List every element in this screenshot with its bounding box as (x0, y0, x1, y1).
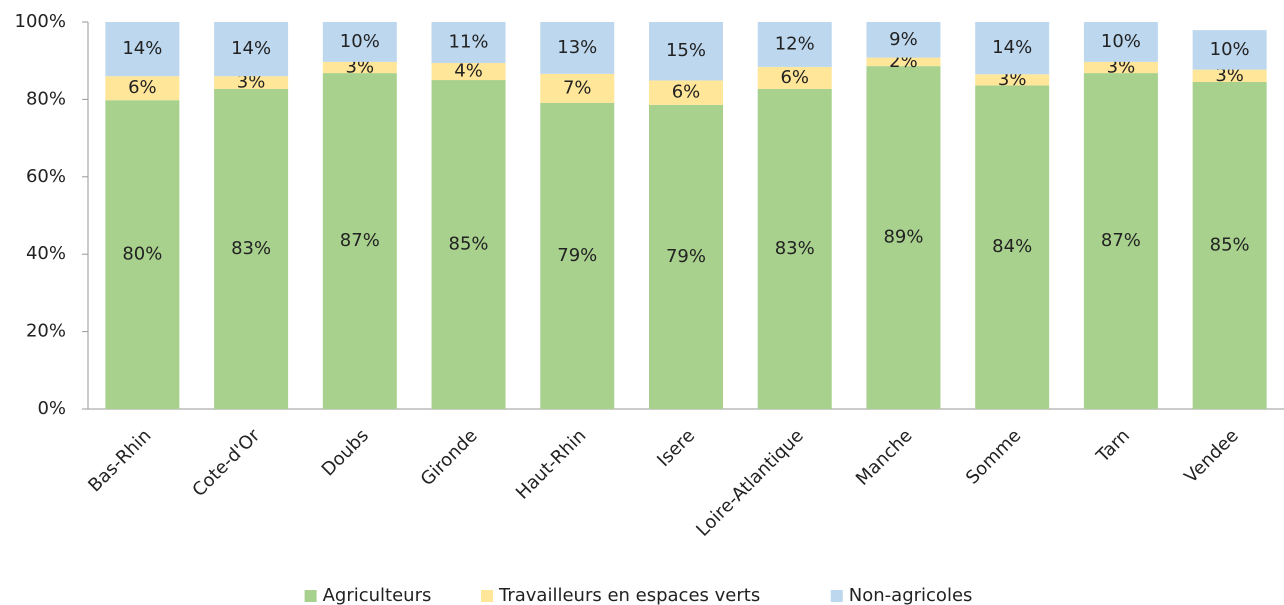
data-label: 87% (1101, 230, 1141, 251)
bar-segment (757, 66, 832, 89)
y-tick-label: 80% (26, 88, 66, 109)
data-label: 3% (1215, 65, 1244, 86)
data-label: 10% (1210, 39, 1250, 60)
bar-segment (866, 66, 941, 410)
data-label: 79% (557, 245, 597, 266)
y-tick-label: 40% (26, 243, 66, 264)
data-label: 83% (775, 238, 815, 259)
data-label: 85% (1210, 234, 1250, 255)
bar-segment (1192, 30, 1267, 70)
data-label: 10% (340, 31, 380, 52)
data-label: 11% (449, 32, 489, 53)
data-label: 89% (883, 227, 923, 248)
x-tick-label: Vendee (1180, 425, 1242, 487)
data-label: 9% (889, 29, 918, 50)
bar-segment (1083, 61, 1158, 74)
data-label: 87% (340, 230, 380, 251)
data-label: 6% (672, 82, 701, 103)
data-label: 13% (557, 37, 597, 58)
bar-segment (322, 22, 397, 62)
bar-segment (649, 22, 723, 81)
bar-segment (757, 22, 832, 67)
bar-segment (866, 22, 941, 58)
x-tick-label: Somme (962, 425, 1025, 488)
x-tick-label: Loire-Atlantique (692, 425, 808, 541)
data-label: 83% (231, 238, 271, 259)
data-label: 4% (454, 61, 483, 82)
bar-segment (1083, 73, 1158, 410)
legend-label: Travailleurs en espaces verts (498, 585, 760, 605)
bar-segment (1192, 69, 1267, 82)
y-tick-label: 20% (26, 321, 66, 342)
x-tick-label: Gironde (417, 425, 482, 490)
bar-segment (214, 76, 289, 89)
x-tick-label: Haut-Rhin (512, 425, 590, 503)
data-label: 14% (231, 38, 271, 59)
data-label: 85% (449, 234, 489, 255)
data-label: 10% (1101, 31, 1141, 52)
bar-segment (975, 22, 1050, 75)
bar-segment (540, 102, 615, 410)
legend-label: Agriculteurs (323, 585, 432, 605)
bar-segment (866, 57, 941, 67)
bar-segment (431, 80, 506, 410)
data-label: 14% (122, 38, 162, 59)
data-label: 3% (237, 72, 266, 93)
data-label: 6% (128, 77, 157, 98)
data-label: 12% (775, 33, 815, 54)
bar-segment (214, 22, 289, 77)
bar-segment (214, 88, 289, 410)
x-tick-label: Doubs (318, 425, 373, 480)
bar-segment (540, 22, 615, 74)
legend-swatch (304, 590, 317, 602)
data-label: 15% (666, 40, 706, 61)
bar-segment (322, 61, 397, 74)
data-label: 7% (563, 77, 592, 98)
legend-swatch (830, 590, 843, 602)
bar-segment (1083, 22, 1158, 62)
y-tick-label: 0% (37, 398, 66, 419)
x-tick-label: Manche (852, 425, 917, 490)
bar-segment (649, 104, 723, 410)
bar-segment (105, 100, 180, 409)
bar-segment (757, 88, 832, 410)
bar-segment (975, 74, 1050, 86)
y-tick-label: 100% (15, 11, 66, 32)
data-label: 14% (992, 37, 1032, 58)
data-label: 6% (780, 67, 809, 88)
bar-segment (105, 22, 180, 77)
x-tick-label: Bas-Rhin (84, 425, 155, 496)
bar-segment (105, 76, 180, 101)
legend-swatch (481, 590, 493, 602)
bar-segment (1192, 81, 1267, 410)
bar-segment (431, 22, 506, 64)
bar-segment (322, 73, 397, 410)
x-tick-label: Cote-d'Or (188, 425, 264, 501)
data-label: 79% (666, 246, 706, 267)
data-label: 80% (122, 244, 162, 265)
y-tick-label: 60% (26, 166, 66, 187)
bar-segment (975, 85, 1050, 409)
bar-segment (649, 80, 723, 105)
x-tick-label: Tarn (1092, 425, 1134, 467)
bar-segment (540, 73, 615, 103)
legend-label: Non-agricoles (849, 585, 973, 605)
x-tick-label: Isere (653, 425, 699, 471)
bar-segment (431, 63, 506, 81)
data-label: 84% (992, 236, 1032, 257)
